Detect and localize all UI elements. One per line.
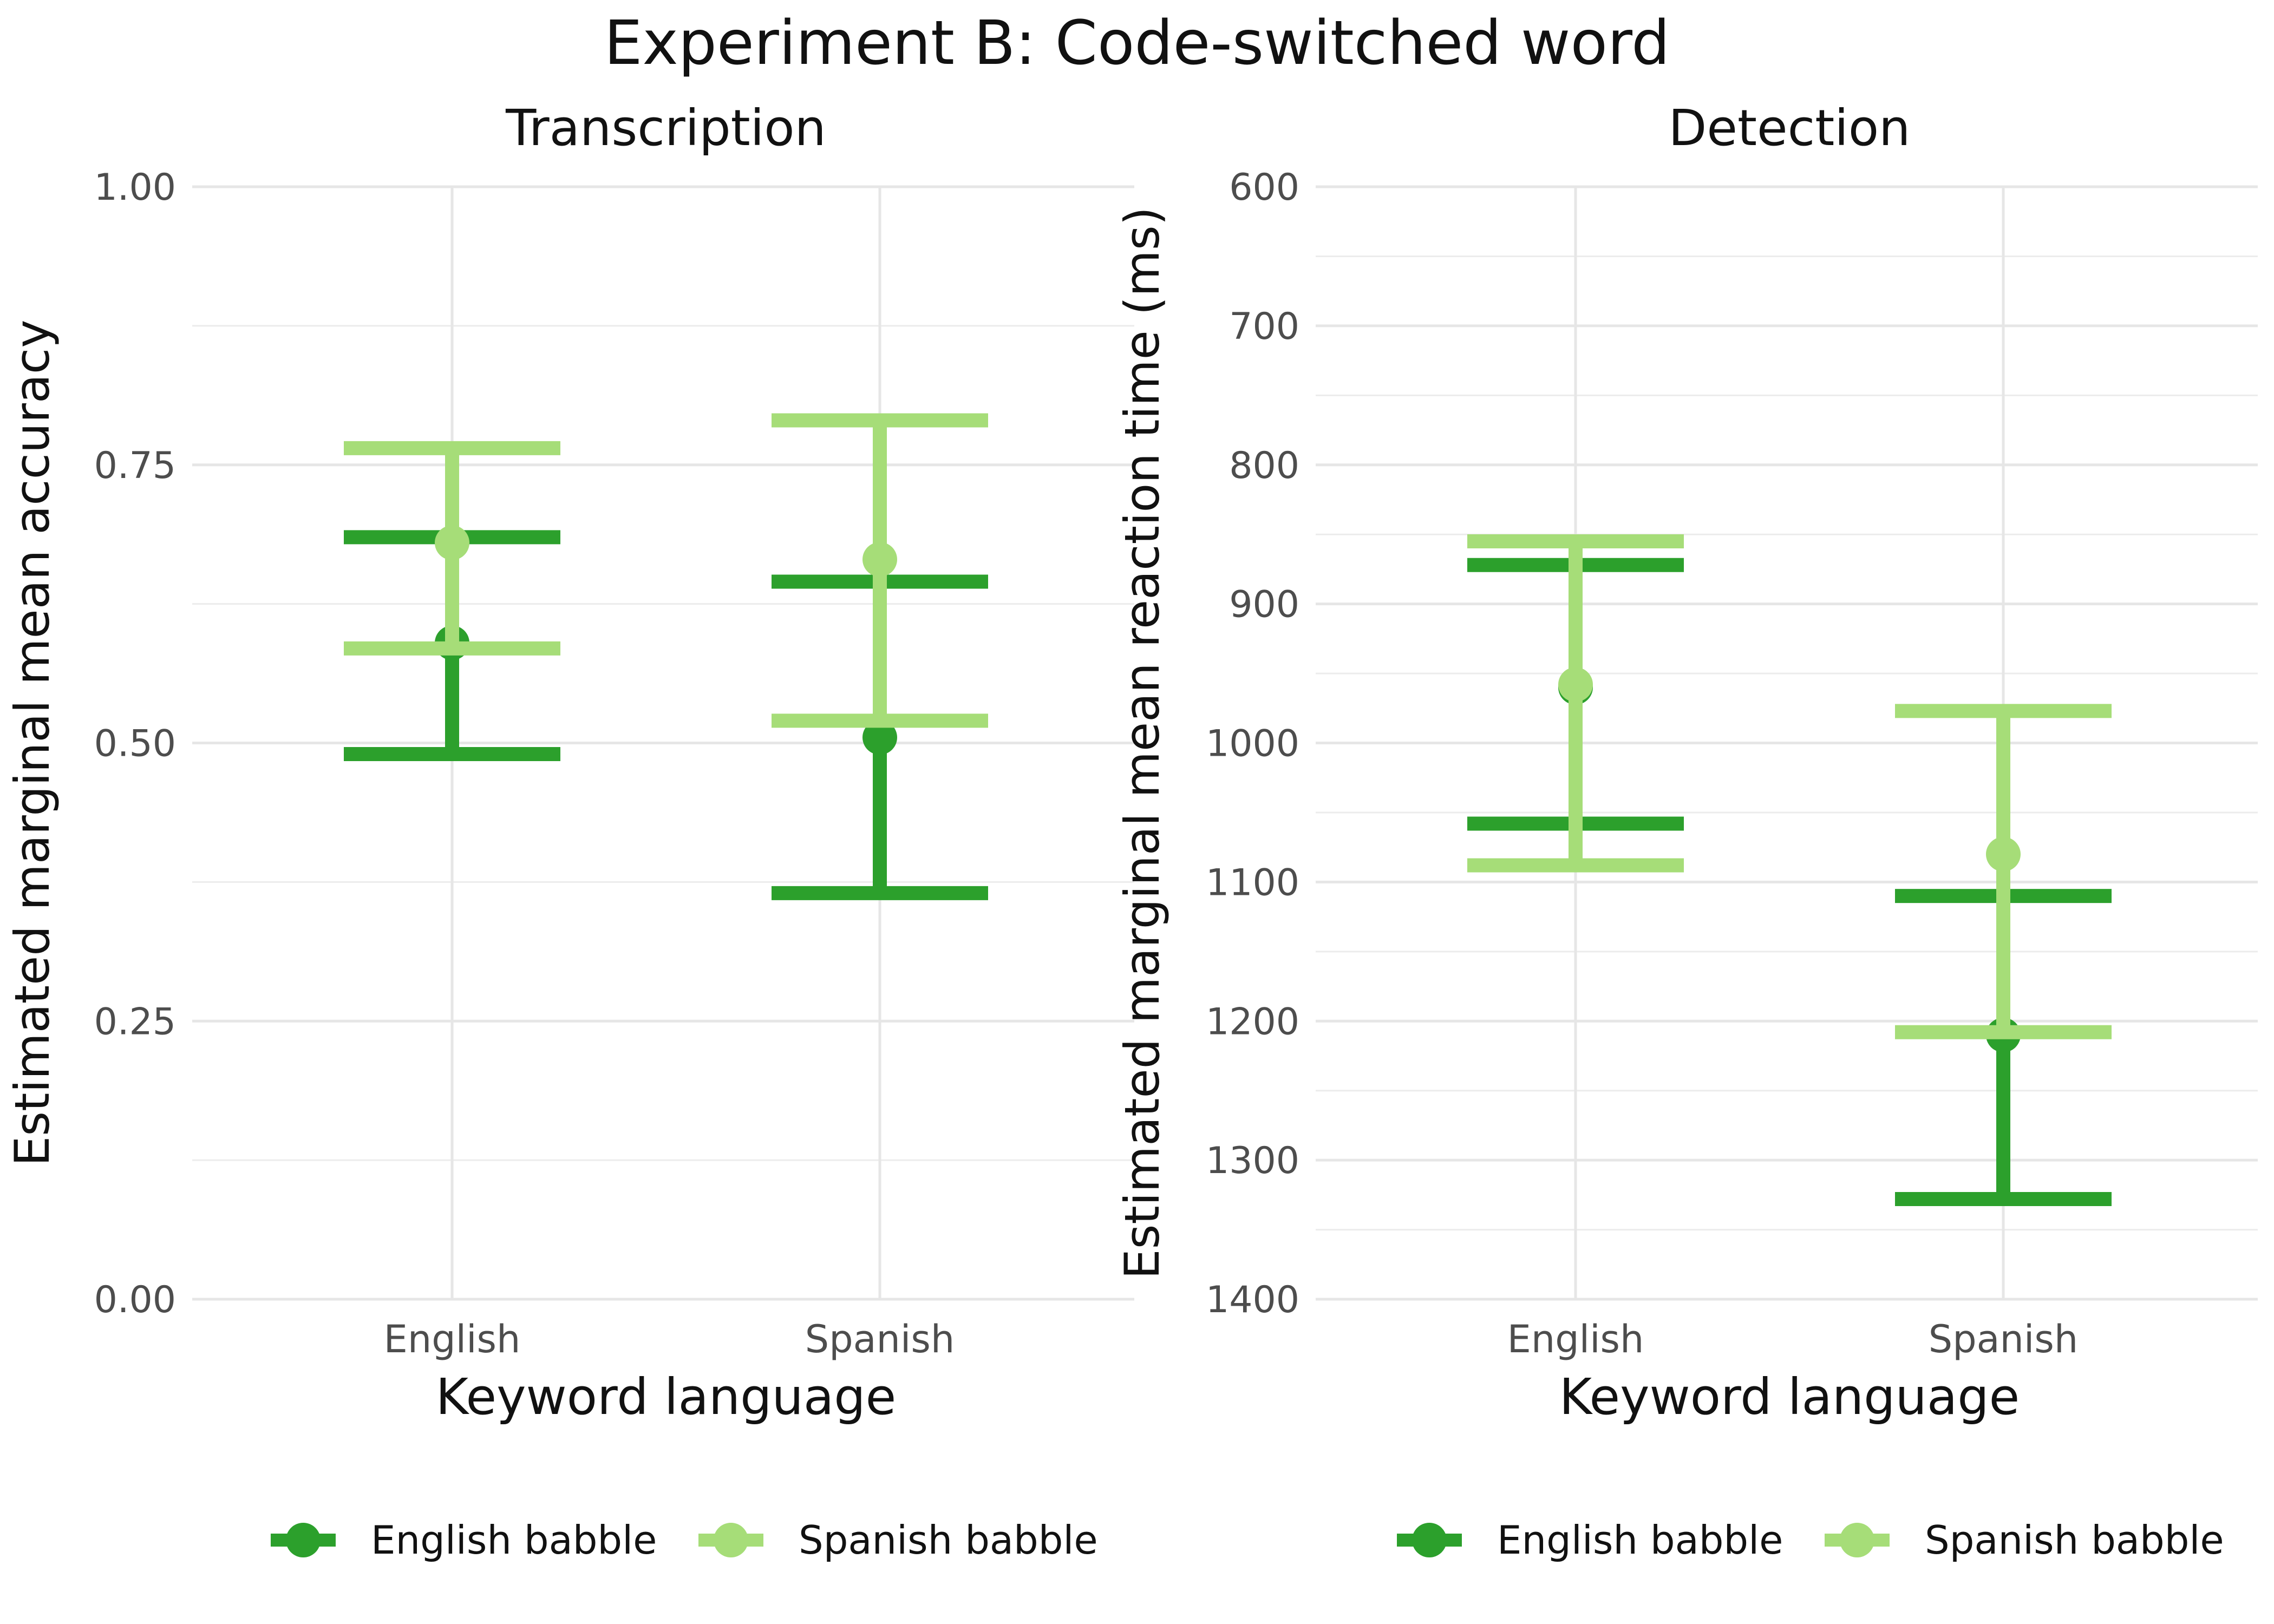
- errorbar-spanish-babble-english: [1467, 534, 1684, 873]
- legend-key-point: [1840, 1523, 1874, 1557]
- legend-key-english-babble: English babble: [1397, 1517, 1783, 1563]
- legend: English babble Spanish babble: [271, 1517, 1098, 1563]
- mean-point: [435, 525, 469, 560]
- x-tick-label: Spanish: [1929, 1317, 2078, 1361]
- panel-detection: 600 700 800 900 1000 1100 1200 1300 1400 English S…: [1114, 99, 2258, 1563]
- x-axis-label: Keyword language: [436, 1368, 897, 1426]
- legend-key-spanish-babble: Spanish babble: [1825, 1517, 2224, 1563]
- legend-label: English babble: [1497, 1517, 1783, 1563]
- y-tick-label: 0.50: [94, 723, 176, 765]
- legend-key-point: [1412, 1523, 1447, 1557]
- y-axis-label: Estimated marginal mean accuracy: [4, 320, 60, 1167]
- panel-title: Detection: [1669, 99, 1911, 157]
- y-axis-label: Estimated marginal mean reaction time (m…: [1114, 207, 1170, 1279]
- y-tick-label: 600: [1229, 166, 1299, 209]
- legend-label: English babble: [371, 1517, 657, 1563]
- x-tick-label: English: [384, 1317, 521, 1361]
- y-tick-label: 800: [1229, 444, 1299, 487]
- y-tick-label: 900: [1229, 584, 1299, 626]
- y-tick-label: 1100: [1206, 861, 1299, 904]
- legend-key-spanish-babble: Spanish babble: [698, 1517, 1098, 1563]
- y-tick-label: 1000: [1206, 723, 1299, 765]
- errorbar-spanish-babble-english: [344, 441, 560, 656]
- y-tick-label: 0.25: [94, 1000, 176, 1043]
- panel-title: Transcription: [505, 99, 826, 157]
- mean-point: [1986, 837, 2021, 872]
- y-tick-label: 1400: [1206, 1279, 1299, 1321]
- figure-title: Experiment B: Code-switched word: [604, 8, 1670, 78]
- errorbar-spanish-babble-spanish: [772, 413, 988, 728]
- legend-label: Spanish babble: [1925, 1517, 2224, 1563]
- legend-label: Spanish babble: [799, 1517, 1098, 1563]
- mean-point: [1558, 667, 1593, 702]
- errorbar-spanish-babble-spanish: [1895, 704, 2112, 1039]
- legend-key-point: [714, 1523, 748, 1557]
- y-tick-label: 1300: [1206, 1140, 1299, 1182]
- y-tick-label: 700: [1229, 305, 1299, 348]
- y-tick-label: 0.75: [94, 444, 176, 487]
- legend-key-point: [286, 1523, 321, 1557]
- panel-transcription: 0.00 0.25 0.50 0.75 1.00 English Spanish Transc…: [4, 99, 1134, 1563]
- y-tick-label: 1.00: [94, 166, 176, 209]
- y-tick-label: 1200: [1206, 1000, 1299, 1043]
- legend: English babble Spanish babble: [1397, 1517, 2224, 1563]
- y-tick-label: 0.00: [94, 1279, 176, 1321]
- mean-point: [862, 542, 897, 577]
- legend-key-english-babble: English babble: [271, 1517, 657, 1563]
- mean-point: [862, 720, 897, 755]
- x-tick-label: English: [1507, 1317, 1644, 1361]
- x-axis-label: Keyword language: [1559, 1368, 2020, 1426]
- x-tick-label: Spanish: [805, 1317, 955, 1361]
